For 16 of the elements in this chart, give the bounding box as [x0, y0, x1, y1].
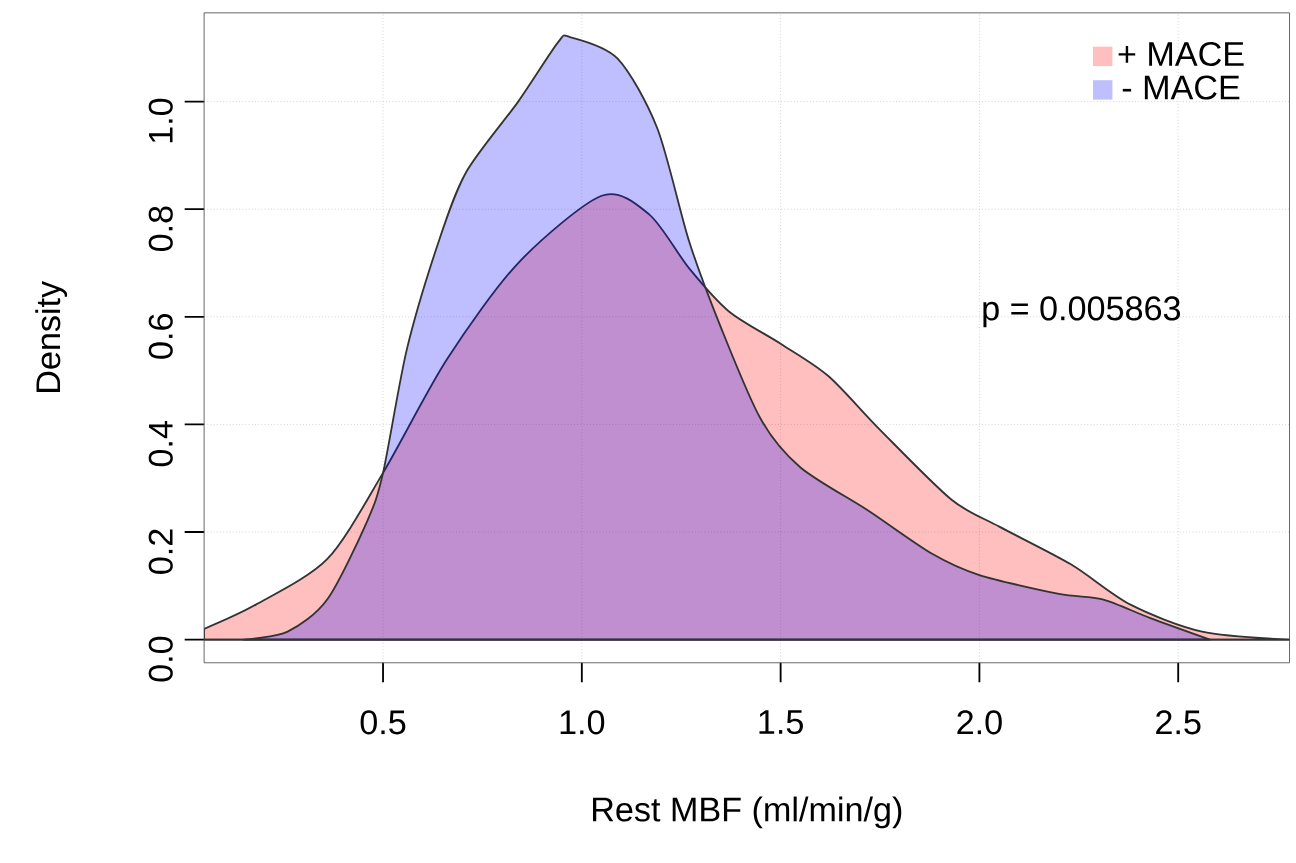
x-tick-label: 2.5	[1156, 710, 1201, 735]
y-tick-label: 1.0	[148, 98, 173, 143]
y-tick-label: 0.8	[148, 206, 173, 252]
legend-label: + MACE	[1118, 41, 1244, 67]
legend-label: - MACE	[1122, 75, 1240, 100]
x-tick-label: 1.0	[560, 710, 605, 735]
y-tick-label: 0.4	[148, 421, 173, 467]
annotation: p = 0.005863	[983, 296, 1181, 328]
x-tick-label: 0.5	[360, 710, 406, 735]
y-axis-title: Density	[35, 280, 68, 392]
x-tick-label: 1.5	[759, 710, 803, 735]
x-axis-title: Rest MBF (ml/min/g)	[593, 796, 902, 829]
y-tick-label: 0.6	[148, 314, 173, 359]
y-tick-label: 0.2	[148, 529, 173, 574]
y-tick-label: 0.0	[148, 636, 173, 682]
x-tick-label: 2.0	[957, 710, 1002, 735]
